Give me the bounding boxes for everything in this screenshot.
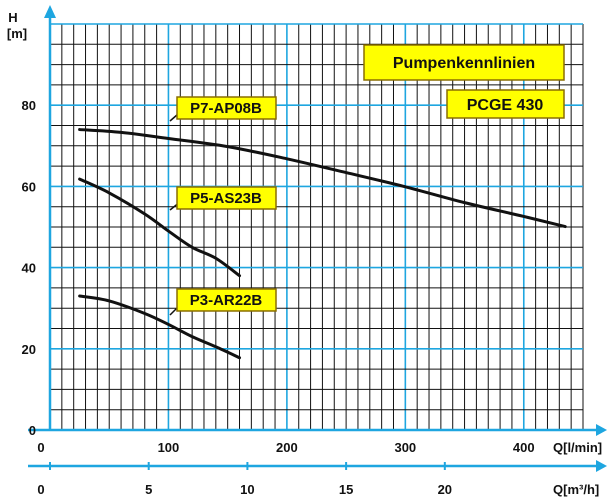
x2-tick-label: 20 bbox=[438, 482, 452, 497]
x2-tick-label: 15 bbox=[339, 482, 353, 497]
svg-text:P5-AS23B: P5-AS23B bbox=[190, 190, 262, 207]
y-tick-label: 60 bbox=[22, 179, 36, 194]
x-tick-label: 300 bbox=[394, 440, 416, 455]
series-label-p7: P7-AP08B bbox=[176, 96, 277, 120]
series-label-p5: P5-AS23B bbox=[176, 186, 277, 210]
chart-title: Pumpenkennlinien bbox=[393, 55, 535, 72]
x-tick-label: 400 bbox=[513, 440, 535, 455]
svg-text:P7-AP08B: P7-AP08B bbox=[190, 100, 262, 117]
x-tick-label: 200 bbox=[276, 440, 298, 455]
y-tick-label: 40 bbox=[22, 261, 36, 276]
y-tick-label: 20 bbox=[22, 342, 36, 357]
chart-subtitle: PCGE 430 bbox=[467, 97, 544, 114]
y-axis-arrow bbox=[44, 5, 56, 18]
y-axis-label: H bbox=[8, 10, 17, 25]
tick-labels: 0 20 40 60 80 0 100 200 300 400 0 5 10 15 20 bbox=[22, 98, 535, 497]
x-tick-label: 100 bbox=[158, 440, 180, 455]
x2-tick-label: 10 bbox=[240, 482, 254, 497]
curves bbox=[78, 107, 567, 360]
y-axis-unit: [m] bbox=[7, 26, 27, 41]
x-tick-label: 0 bbox=[37, 440, 44, 455]
series-label-p3: P3-AR22B bbox=[176, 288, 277, 312]
axes bbox=[28, 5, 607, 472]
x2-tick-label: 0 bbox=[37, 482, 44, 497]
x2-axis-label: Q[m³/h] bbox=[553, 482, 599, 497]
y-tick-label: 0 bbox=[29, 423, 36, 438]
x2-axis-arrow bbox=[596, 460, 607, 472]
series-line-P3-AR22B bbox=[78, 294, 242, 360]
series-line-P7-AP08B bbox=[78, 128, 567, 229]
svg-text:P3-AR22B: P3-AR22B bbox=[190, 292, 263, 309]
chart-subtitle-box: PCGE 430 bbox=[446, 89, 565, 119]
y-tick-label: 80 bbox=[22, 98, 36, 113]
chart-title-box: Pumpenkennlinien bbox=[363, 44, 565, 81]
x-axis-arrow bbox=[596, 424, 607, 436]
x-axis-label: Q[l/min] bbox=[553, 440, 602, 455]
grid bbox=[50, 23, 584, 430]
series-line-P5-AS23B bbox=[78, 177, 242, 278]
x2-tick-label: 5 bbox=[145, 482, 152, 497]
